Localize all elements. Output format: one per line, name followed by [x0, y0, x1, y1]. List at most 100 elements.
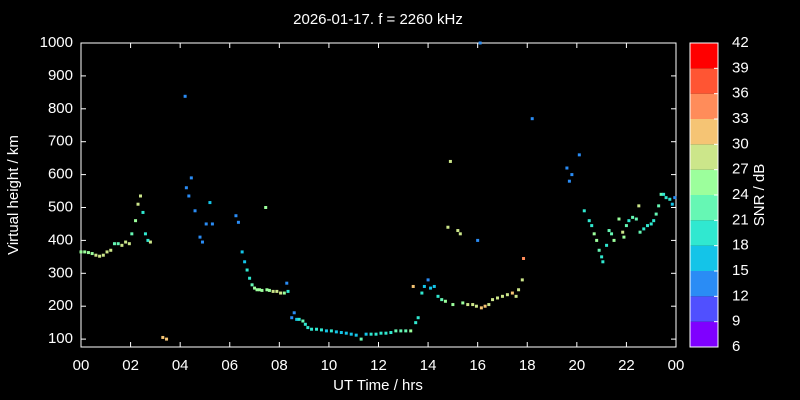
point: [662, 192, 666, 196]
point: [530, 117, 534, 121]
point: [236, 220, 240, 224]
point: [116, 242, 120, 246]
point: [471, 303, 475, 307]
point: [79, 250, 83, 254]
point: [637, 204, 641, 208]
point: [582, 209, 586, 213]
x-tick-label: 04: [172, 357, 189, 374]
point: [315, 327, 319, 331]
colorbar-tick-label: 12: [732, 287, 749, 304]
point: [595, 238, 599, 242]
colorbar-label: SNR / dB: [751, 164, 768, 227]
point: [105, 250, 109, 254]
point: [184, 186, 188, 190]
point: [354, 333, 358, 337]
point: [86, 251, 90, 255]
point: [567, 179, 571, 183]
point: [601, 260, 605, 264]
point: [146, 238, 150, 242]
y-tick-label: 500: [48, 198, 73, 215]
colorbar-band: [690, 68, 718, 94]
y-tick-label: 900: [48, 67, 73, 84]
point: [500, 294, 504, 298]
point: [668, 197, 672, 201]
point: [634, 217, 638, 221]
point: [324, 329, 328, 333]
point: [517, 288, 521, 292]
point: [90, 252, 94, 256]
point: [329, 329, 333, 333]
point: [631, 215, 635, 219]
point: [339, 331, 343, 335]
point: [364, 332, 368, 336]
point: [379, 331, 383, 335]
point: [446, 225, 450, 229]
point: [673, 196, 677, 200]
point: [369, 332, 373, 336]
point: [514, 294, 518, 298]
colorbar-band: [690, 169, 718, 195]
point: [590, 224, 594, 228]
y-tick-label: 300: [48, 264, 73, 281]
x-axis-label: UT Time / hrs: [333, 377, 423, 394]
point: [161, 335, 165, 339]
y-tick-label: 600: [48, 166, 73, 183]
point: [659, 192, 663, 196]
point: [451, 303, 455, 307]
point: [292, 311, 296, 315]
colorbar-tick-label: 30: [732, 135, 749, 152]
point: [267, 288, 271, 292]
point: [487, 303, 491, 307]
colorbar-tick-label: 9: [732, 313, 740, 330]
point: [303, 322, 307, 326]
point: [183, 94, 187, 98]
point: [306, 326, 310, 330]
colorbar-tick-label: 24: [732, 186, 749, 203]
point: [193, 209, 197, 213]
point: [429, 286, 433, 290]
colorbar-band: [690, 245, 718, 271]
colorbar-tick-label: 33: [732, 110, 749, 127]
colorbar-band: [690, 119, 718, 145]
point: [456, 229, 460, 233]
point: [422, 284, 426, 288]
point: [409, 329, 413, 333]
point: [654, 212, 658, 216]
point: [234, 214, 238, 218]
point: [411, 284, 415, 288]
colorbar-tick-label: 36: [732, 85, 749, 102]
point: [127, 242, 131, 246]
colorbar-tick-label: 6: [732, 338, 740, 355]
colorbar-tick-label: 21: [732, 211, 749, 228]
colorbar-band: [690, 195, 718, 221]
point: [285, 281, 289, 285]
point: [597, 248, 601, 252]
y-tick-label: 700: [48, 133, 73, 150]
point: [290, 316, 294, 320]
point: [404, 329, 408, 333]
colorbar-band: [690, 296, 718, 322]
point: [612, 238, 616, 242]
point: [200, 240, 204, 244]
point: [617, 217, 621, 221]
point: [208, 201, 212, 205]
point: [638, 230, 642, 234]
point: [414, 321, 418, 325]
y-tick-label: 200: [48, 297, 73, 314]
x-tick-label: 00: [73, 357, 90, 374]
point: [248, 276, 252, 280]
point: [240, 250, 244, 254]
colorbar-tick-label: 27: [732, 161, 749, 178]
point: [577, 153, 581, 157]
point: [286, 289, 290, 293]
point: [139, 194, 142, 198]
point: [210, 222, 214, 226]
chart-title: 2026-01-17. f = 2260 kHz: [293, 11, 463, 28]
point: [496, 296, 499, 300]
point: [432, 284, 436, 288]
x-tick-label: 20: [568, 357, 585, 374]
point: [627, 219, 631, 223]
point: [587, 219, 591, 223]
colorbar-band: [690, 271, 718, 297]
point: [198, 235, 202, 239]
